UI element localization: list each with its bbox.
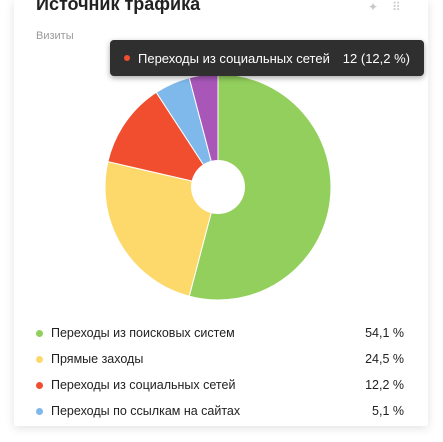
pie-slice-2[interactable] <box>107 91 220 188</box>
chart-legend: Переходы из поисковых систем 54,1 % Прямые… <box>14 320 428 424</box>
legend-label: Переходы из поисковых систем <box>51 326 235 340</box>
legend-item[interactable]: Переходы из социальных сетей 12,2 % <box>14 372 428 398</box>
traffic-source-widget: Источник трафика ✦ ⠿ Визиты Переходы из … <box>14 0 428 426</box>
legend-item[interactable]: Прямые заходы 24,5 % <box>14 346 428 372</box>
legend-percent: 54,1 % <box>365 326 404 340</box>
chart-tooltip: Переходы из социальных сетей 12 (12,2 %) <box>110 40 424 76</box>
widget-actions: ✦ ⠿ <box>368 0 404 14</box>
legend-dot <box>36 329 43 337</box>
donut-chart <box>104 73 332 301</box>
legend-percent: 5,1 % <box>372 404 404 418</box>
drag-handle-icon[interactable]: ⠿ <box>392 0 401 14</box>
legend-dot <box>36 355 43 363</box>
legend-label: Прямые заходы <box>51 352 144 366</box>
legend-label: Переходы по ссылкам на сайтах <box>51 404 241 418</box>
tooltip-value: 12 (12,2 %) <box>342 50 410 66</box>
legend-dot <box>36 381 43 389</box>
tooltip-color-dot <box>124 55 130 61</box>
pin-icon[interactable]: ✦ <box>368 0 379 14</box>
legend-item[interactable]: Переходы по ссылкам на сайтах 5,1 % <box>14 398 428 424</box>
widget-subtitle: Визиты <box>36 30 74 42</box>
widget-title: Источник трафика <box>36 0 201 14</box>
legend-item[interactable]: Переходы из поисковых систем 54,1 % <box>14 320 428 346</box>
legend-dot <box>36 407 43 415</box>
legend-percent: 12,2 % <box>365 378 404 392</box>
pie-slice-0[interactable] <box>188 73 332 301</box>
pie-slice-1[interactable] <box>104 161 219 297</box>
legend-percent: 24,5 % <box>365 352 404 366</box>
donut-hole <box>191 160 245 214</box>
tooltip-label: Переходы из социальных сетей <box>138 50 330 66</box>
legend-label: Переходы из социальных сетей <box>51 378 236 392</box>
